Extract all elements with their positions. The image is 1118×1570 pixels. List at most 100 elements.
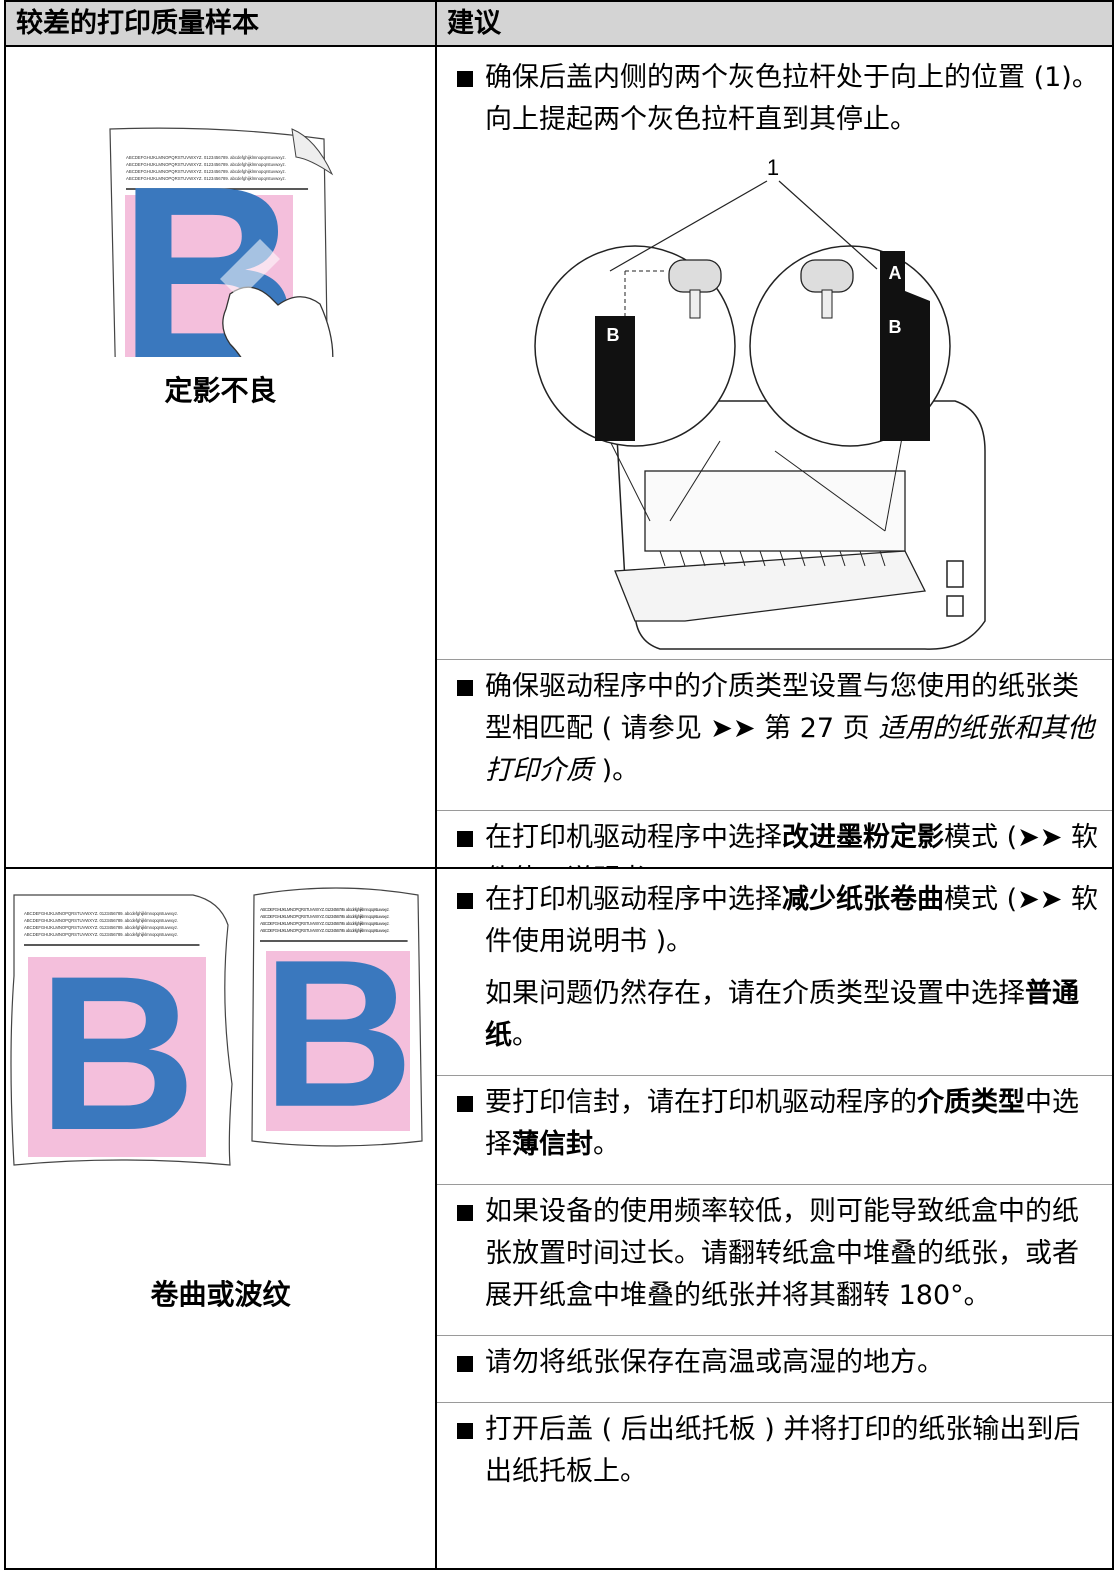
suggestion-paragraph: 如果问题仍然存在，请在介质类型设置中选择普通纸。 xyxy=(455,973,1100,1057)
fuser-rib xyxy=(779,550,786,567)
sheet-text-line: ABCDEFGHIJKLMNOPQRSTUVWXYZ. 0123456789. … xyxy=(260,914,390,919)
text-run: 模式 (➤➤ 软件使用说明书 )。 xyxy=(485,822,1098,867)
sheet-fold xyxy=(291,128,334,176)
suggestion-item: 在打印机驱动程序中选择改进墨粉定影模式 (➤➤ 软件使用说明书 )。如果此选项不… xyxy=(437,811,1112,867)
pink-area xyxy=(266,951,410,1131)
text-run: 中选择 xyxy=(485,1087,1079,1160)
sheet-text-line: ABCDEFGHIJKLMNOPQRSTUVWXYZ. 0123456789. … xyxy=(126,155,286,160)
text-run: 打开后盖 ( 后出纸托板 ) 并将打印的纸张输出到后出纸托板上。 xyxy=(485,1414,1081,1487)
table: 较差的打印质量样本 建议 ABCDEFGHIJKLMNOPQRSTUVWXYZ.… xyxy=(4,0,1114,1570)
text-run: 在打印机驱动程序中选择 xyxy=(485,822,782,853)
zoom-line xyxy=(669,440,721,522)
sheet-text-line: ABCDEFGHIJKLMNOPQRSTUVWXYZ. 0123456789. … xyxy=(24,911,178,916)
sheet-text-line: ABCDEFGHIJKLMNOPQRSTUVWXYZ. 0123456789. … xyxy=(126,169,286,174)
sheet-text-line: ABCDEFGHIJKLMNOPQRSTUVWXYZ. 0123456789. … xyxy=(24,932,178,937)
lever xyxy=(800,259,854,293)
text-run: 减少纸张卷曲 xyxy=(782,884,944,915)
text-run: )。 xyxy=(593,755,640,786)
sample-sheet: ABCDEFGHIJKLMNOPQRSTUVWXYZ. 0123456789. … xyxy=(10,894,233,1176)
sample-caption: 卷曲或波纹 xyxy=(150,1278,291,1311)
suggestion-paragraph: 请勿将纸张保存在高温或高湿的地方。 xyxy=(455,1342,1100,1384)
suggestion-item: 确保驱动程序中的介质类型设置与您使用的纸张类型相匹配 ( 请参见 ➤➤ 第 27… xyxy=(437,660,1112,811)
sheet-text-line: ABCDEFGHIJKLMNOPQRSTUVWXYZ. 0123456789. … xyxy=(126,162,286,167)
text-run: 。 xyxy=(512,1020,539,1051)
fuser-rib xyxy=(679,550,686,567)
sample-letter: B xyxy=(262,916,414,1151)
smear xyxy=(220,239,280,299)
lever xyxy=(668,259,722,293)
text-run: 。 xyxy=(593,1129,620,1160)
callout-number: 1 xyxy=(767,155,779,180)
lever-stem xyxy=(821,289,833,319)
suggestion-item: 打开后盖 ( 后出纸托板 ) 并将打印的纸张输出到后出纸托板上。 xyxy=(437,1403,1112,1511)
text-run: 介质类型 xyxy=(917,1087,1025,1118)
rear-cover xyxy=(614,550,926,622)
sample-sheet: ABCDEFGHIJKLMNOPQRSTUVWXYZ. 0123456789. … xyxy=(109,127,334,357)
suggestion-paragraph: 如果设备的使用频率较低，则可能导致纸盒中的纸张放置时间过长。请翻转纸盒中堆叠的纸… xyxy=(455,1191,1100,1317)
sample-sheet: ABCDEFGHIJKLMNOPQRSTUVWXYZ. 0123456789. … xyxy=(251,887,423,1151)
fuser-rib xyxy=(819,550,826,567)
pink-area xyxy=(28,957,206,1157)
suggestion-paragraph: 确保驱动程序中的介质类型设置与您使用的纸张类型相匹配 ( 请参见 ➤➤ 第 27… xyxy=(455,666,1100,792)
text-run: 请勿将纸张保存在高温或高湿的地方。 xyxy=(485,1347,944,1378)
suggestion-paragraph: 要打印信封，请在打印机驱动程序的介质类型中选择薄信封。 xyxy=(455,1082,1100,1166)
fuser-rib xyxy=(799,550,806,567)
text-run: 如果设备的使用频率较低，则可能导致纸盒中的纸张放置时间过长。请翻转纸盒中堆叠的纸… xyxy=(485,1196,1079,1311)
suggestion-paragraph: 在打印机驱动程序中选择改进墨粉定影模式 (➤➤ 软件使用说明书 )。 xyxy=(455,817,1100,867)
sample-letter: B xyxy=(38,930,197,1176)
text-run: 普通纸 xyxy=(485,978,1079,1051)
sheet-text-line: ABCDEFGHIJKLMNOPQRSTUVWXYZ. 0123456789. … xyxy=(260,928,390,933)
suggestion-item: 在打印机驱动程序中选择减少纸张卷曲模式 (➤➤ 软件使用说明书 )。 如果问题仍然… xyxy=(437,873,1112,1076)
sample-cell: ABCDEFGHIJKLMNOPQRSTUVWXYZ. 0123456789. … xyxy=(6,869,437,1568)
text-run: 在打印机驱动程序中选择 xyxy=(485,884,782,915)
sheet-text-line: ABCDEFGHIJKLMNOPQRSTUVWXYZ. 0123456789. … xyxy=(24,918,178,923)
text-run: 模式 (➤➤ 软件使用说明书 )。 xyxy=(485,884,1098,957)
sheet-text-line: ABCDEFGHIJKLMNOPQRSTUVWXYZ. 0123456789. … xyxy=(24,925,178,930)
suggestion-item: 请勿将纸张保存在高温或高湿的地方。 xyxy=(437,1336,1112,1403)
text-run: 要打印信封，请在打印机驱动程序的 xyxy=(485,1087,917,1118)
figure-label: B xyxy=(607,325,620,345)
suggestion-paragraph: 打开后盖 ( 后出纸托板 ) 并将打印的纸张输出到后出纸托板上。 xyxy=(455,1409,1100,1493)
suggestion-cell: 在打印机驱动程序中选择减少纸张卷曲模式 (➤➤ 软件使用说明书 )。 如果问题仍然… xyxy=(437,869,1112,1568)
sheet-text-line: ABCDEFGHIJKLMNOPQRSTUVWXYZ. 0123456789. … xyxy=(260,907,390,912)
text-run: 确保后盖内侧的两个灰色拉杆处于向上的位置 (1)。 向上提起两个灰色拉杆直到其停… xyxy=(485,62,1099,135)
sample-illustration: ABCDEFGHIJKLMNOPQRSTUVWXYZ. 0123456789. … xyxy=(10,887,423,1176)
zoom-line xyxy=(774,450,886,532)
fuser-unit xyxy=(644,470,906,552)
header-cell: 建议 xyxy=(437,2,1112,47)
suggestion-item: 如果设备的使用频率较低，则可能导致纸盒中的纸张放置时间过长。请翻转纸盒中堆叠的纸… xyxy=(437,1185,1112,1336)
text-run: 如果问题仍然存在，请在介质类型设置中选择 xyxy=(485,978,1025,1009)
suggestion-cell: 确保后盖内侧的两个灰色拉杆处于向上的位置 (1)。 向上提起两个灰色拉杆直到其停… xyxy=(437,47,1112,869)
suggestion-item: 确保后盖内侧的两个灰色拉杆处于向上的位置 (1)。 向上提起两个灰色拉杆直到其停… xyxy=(437,51,1112,660)
suggestion-paragraph: 确保后盖内侧的两个灰色拉杆处于向上的位置 (1)。 向上提起两个灰色拉杆直到其停… xyxy=(455,57,1100,141)
text-run: 改进墨粉定影 xyxy=(782,822,944,853)
sample-illustration: ABCDEFGHIJKLMNOPQRSTUVWXYZ. 0123456789. … xyxy=(109,127,334,357)
printer-figure: B A B 1 xyxy=(534,155,986,650)
fuser-rib xyxy=(759,550,766,567)
hand xyxy=(222,286,334,357)
suggestion-paragraph: 在打印机驱动程序中选择减少纸张卷曲模式 (➤➤ 软件使用说明书 )。 xyxy=(455,879,1100,963)
port xyxy=(946,595,964,617)
text-run: 适用的纸张和其他打印介质 xyxy=(485,713,1095,786)
text-run: 薄信封 xyxy=(512,1129,593,1160)
fuser-rib xyxy=(739,550,746,567)
suggestion-item: 要打印信封，请在打印机驱动程序的介质类型中选择薄信封。 xyxy=(437,1076,1112,1185)
fuser-rib xyxy=(859,550,866,567)
label-plate xyxy=(595,316,635,441)
fuser-rib xyxy=(839,550,846,567)
header-cell: 较差的打印质量样本 xyxy=(6,2,437,47)
sheet-text-line: ABCDEFGHIJKLMNOPQRSTUVWXYZ. 0123456789. … xyxy=(260,921,390,926)
figure-label: B xyxy=(889,317,902,337)
sample-cell: ABCDEFGHIJKLMNOPQRSTUVWXYZ. 0123456789. … xyxy=(6,47,437,869)
sample-caption: 定影不良 xyxy=(164,374,277,407)
port xyxy=(946,560,964,588)
sheet-text-line: ABCDEFGHIJKLMNOPQRSTUVWXYZ. 0123456789. … xyxy=(126,176,286,181)
callout-line xyxy=(778,180,878,270)
fuser-rib xyxy=(659,550,666,567)
figure-label: A xyxy=(889,263,902,283)
label-plate xyxy=(880,251,930,441)
fuser-rib xyxy=(699,550,706,567)
fuser-rib xyxy=(879,550,886,567)
